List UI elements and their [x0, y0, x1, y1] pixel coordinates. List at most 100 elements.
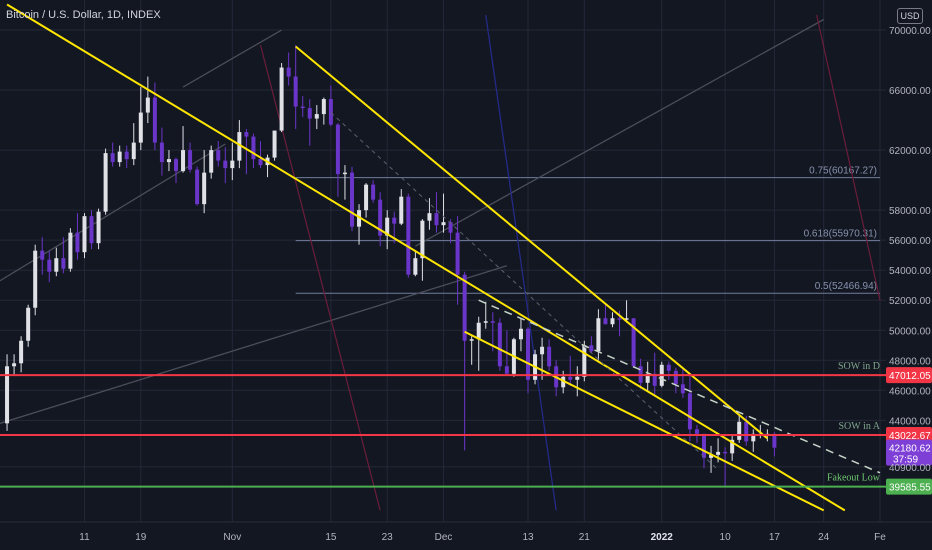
time-tick-label: 10 [720, 532, 732, 543]
candle-body [694, 429, 699, 434]
time-tick-label: Nov [223, 532, 241, 543]
candle-body [5, 366, 10, 424]
candle-body [300, 106, 305, 109]
candle-body [237, 132, 242, 161]
time-tick-label: 15 [325, 532, 337, 543]
candle-body [47, 259, 52, 272]
channel-lower-right-line [464, 330, 825, 512]
candle-body [483, 321, 488, 323]
candle-body [469, 339, 474, 341]
candle-body [652, 373, 657, 386]
candle-body [279, 67, 284, 131]
candle-body [582, 345, 587, 377]
candle-body [399, 196, 404, 224]
candle-body [251, 136, 256, 160]
candle-body [441, 222, 446, 226]
candle-body [145, 97, 150, 113]
candle-body [321, 99, 326, 115]
candle-body [202, 172, 207, 205]
gray-guide-line [182, 29, 282, 88]
candle-body [730, 439, 735, 454]
time-axis-background [0, 522, 932, 550]
candle-body [631, 318, 636, 367]
price-axis[interactable]: 70000.00 66000.00 62000.00 58000.00 56000.00… [889, 26, 931, 474]
candle-body [314, 114, 319, 119]
candle-body [751, 433, 756, 442]
price-level-tag [886, 478, 932, 495]
candle-body [448, 222, 453, 233]
candle-body [307, 108, 312, 119]
candle-body [286, 67, 291, 77]
candle-body [687, 393, 692, 430]
candle-body [547, 346, 552, 367]
candle-body [68, 232, 73, 269]
candle-body [75, 232, 80, 253]
price-tick-label: 54000.00 [889, 266, 931, 277]
candle-body [209, 150, 214, 173]
candle-body [293, 76, 298, 107]
candle-body [723, 451, 728, 454]
channel-lower-line [6, 3, 846, 512]
price-level-label: SOW in A [839, 421, 881, 432]
candle-body [624, 318, 629, 320]
red-guide-line [816, 14, 881, 301]
price-level-tag-value: 39585.55 [889, 483, 931, 494]
price-level-label: SOW in D [838, 361, 880, 372]
candle-body [174, 159, 178, 172]
candle-body [497, 322, 502, 367]
price-tick-label: 48000.00 [889, 356, 931, 367]
candle-body [230, 160, 235, 169]
time-axis[interactable]: 11 19 Nov 15 23 Dec 13 21 2022 10 17 24 Fe [0, 521, 932, 550]
candle-body [673, 370, 678, 385]
fib-label: 0.75(60167.27) [809, 166, 877, 177]
time-tick-label: 17 [769, 532, 781, 543]
candle-body [96, 211, 101, 244]
candle-body [378, 199, 383, 236]
candle-body [568, 376, 573, 380]
candle-body [420, 220, 425, 259]
candle-body [152, 97, 157, 143]
time-tick-label: Dec [435, 532, 453, 543]
candle-body [33, 250, 38, 308]
channel-lines [6, 3, 881, 512]
guide-lines [0, 14, 881, 511]
candle-body [19, 340, 24, 364]
gray-guide-line [0, 265, 508, 424]
candle-body [462, 274, 467, 341]
channel-upper-line [295, 45, 768, 440]
candle-body [427, 213, 432, 221]
price-tick-label: 50000.00 [889, 326, 931, 337]
candle-body [385, 217, 390, 236]
time-tick-label: Fe [874, 532, 886, 543]
candle-body [131, 142, 136, 160]
candle-body [455, 232, 460, 275]
resistance-dashed-line [478, 299, 881, 474]
price-tick-label: 52000.00 [889, 296, 931, 307]
last-price-tag [886, 439, 932, 466]
candle-body [392, 217, 397, 224]
candle-body [476, 322, 481, 340]
candle-body [40, 250, 45, 260]
candle-body [54, 258, 59, 272]
gray-guide-line [415, 18, 824, 247]
candle-body [589, 345, 594, 352]
price-level-tag-value: 47012.05 [889, 371, 931, 382]
candle-body [575, 376, 580, 380]
candle-body [413, 258, 418, 275]
candle-body [772, 433, 777, 448]
candle-body [716, 451, 721, 455]
price-tick-label: 70000.00 [889, 26, 931, 37]
price-level-label: Fakeout Low [827, 473, 881, 484]
candle-body [138, 112, 143, 143]
currency-button[interactable]: USD [897, 8, 923, 24]
candle-body [561, 376, 566, 388]
price-tick-label: 56000.00 [889, 236, 931, 247]
fib-label: 0.5(52466.94) [815, 281, 877, 292]
candle-body [103, 153, 108, 212]
candle-body [61, 258, 66, 269]
candle-body [526, 328, 530, 380]
price-levels: SOW in D 47012.05 SOW in A 43022.67 Fakeout … [0, 361, 932, 495]
price-tick-label: 46000.00 [889, 386, 931, 397]
gray-guide-line [0, 143, 226, 282]
